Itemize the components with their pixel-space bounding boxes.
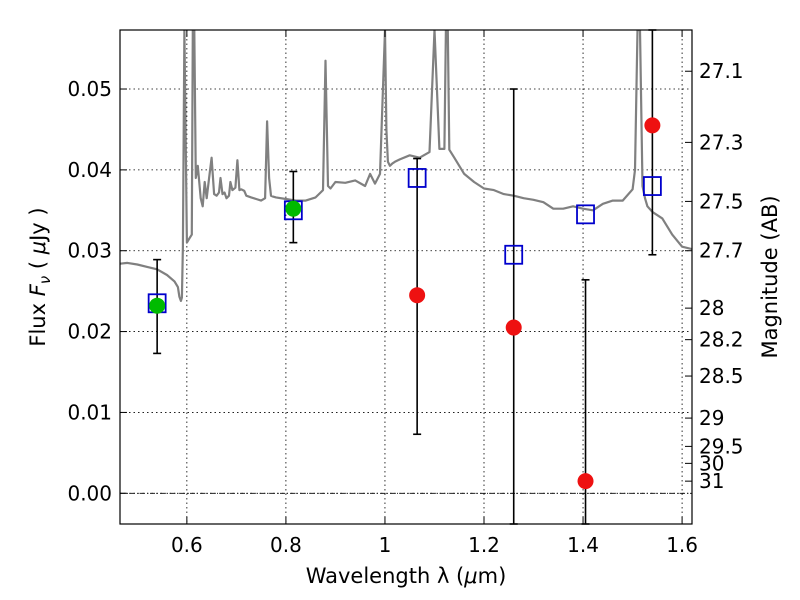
x-tick-label: 1.4 (567, 533, 599, 557)
magnitude-axis-title: Magnitude (AB) (758, 195, 782, 358)
spectrum-line (120, 30, 692, 302)
y-tick-label: 0.05 (67, 77, 112, 101)
detection-point (285, 200, 302, 217)
x-tick-label: 0.6 (171, 533, 203, 557)
y-tick-label: 0.04 (67, 158, 112, 182)
y-axis-ticks: 0.00 0.01 0.02 0.03 0.04 0.05 (67, 77, 127, 505)
x-tick-label: 1 (379, 533, 392, 557)
magnitude-tick-label: 31 (699, 469, 724, 493)
model-photometry-square (504, 244, 524, 265)
grid-lines (120, 30, 692, 524)
model-photometry-square (642, 176, 662, 196)
model-photometry-square (407, 168, 427, 188)
non-detection-point (577, 473, 594, 490)
non-detection-point (409, 287, 426, 304)
x-tick-label: 1.6 (666, 533, 698, 557)
magnitude-tick-label: 27.1 (699, 59, 744, 83)
x-tick-label: 1.2 (468, 533, 500, 557)
x-axis-ticks: 0.6 0.8 1 1.2 1.4 1.6 (171, 30, 698, 557)
magnitude-tick-label: 27.5 (699, 189, 744, 213)
x-axis-title: Wavelength λ (μm) (306, 564, 507, 588)
plot-frame (119, 29, 693, 525)
magnitude-tick-label: 29.5 (699, 434, 744, 458)
model-photometry-square (576, 204, 595, 225)
magnitude-tick-label: 27.3 (699, 130, 744, 154)
non-detection-point (644, 117, 661, 134)
magnitude-tick-label: 27.7 (699, 239, 744, 263)
y-tick-label: 0.00 (67, 481, 112, 505)
detection-point (149, 297, 166, 314)
y-tick-label: 0.01 (67, 400, 112, 424)
x-tick-label: 0.8 (270, 533, 302, 557)
y-tick-label: 0.02 (67, 320, 112, 344)
magnitude-tick-label: 28.2 (699, 328, 744, 352)
magnitude-tick-label: 28 (699, 296, 724, 320)
magnitude-tick-label: 30 (699, 451, 724, 475)
y-tick-label: 0.03 (67, 239, 112, 263)
magnitude-tick-label: 28.5 (699, 364, 744, 388)
y-axis-title: Flux Fν ( μJy ) (26, 207, 54, 346)
magnitude-tick-label: 29 (699, 406, 724, 430)
data-layer (120, 30, 692, 302)
non-detection-point (505, 319, 522, 336)
plot-area (120, 30, 692, 524)
